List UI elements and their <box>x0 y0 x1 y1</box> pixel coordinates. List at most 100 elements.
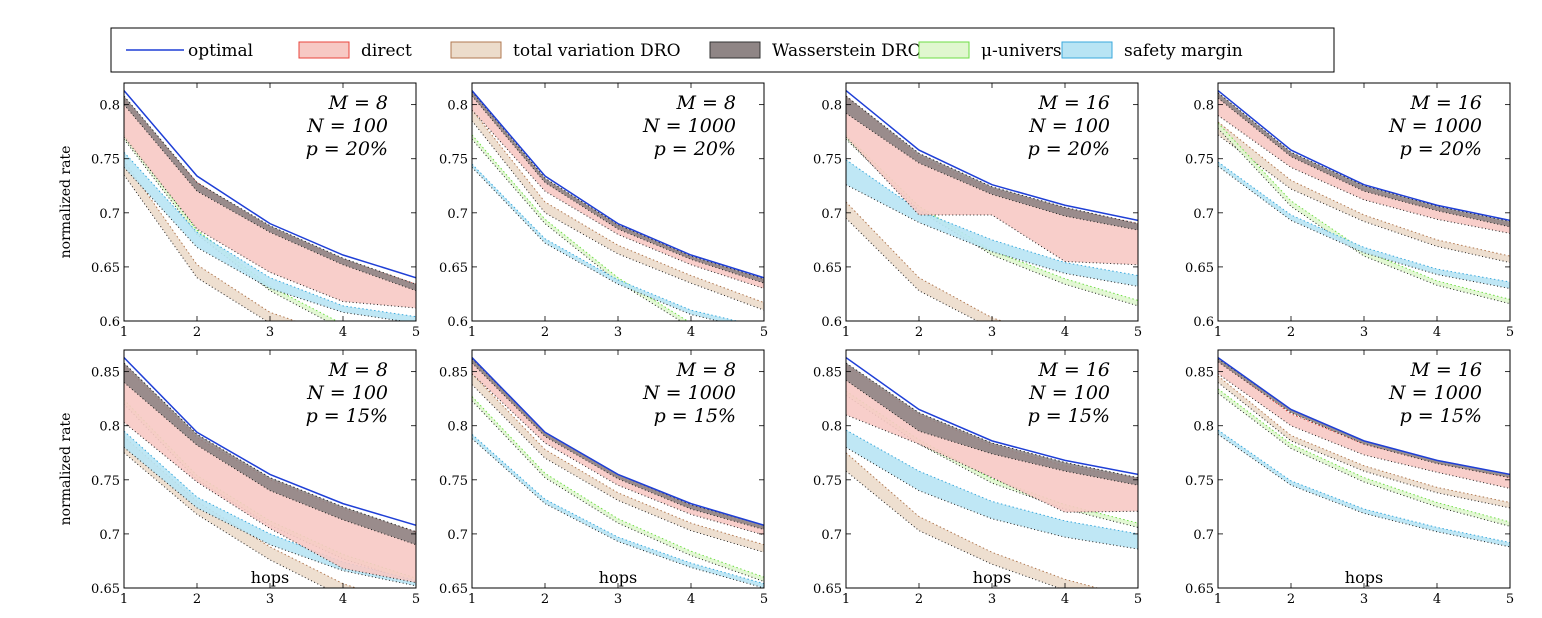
panel-annotation: p = 15% <box>1400 405 1482 427</box>
x-tick-label: 5 <box>1134 592 1142 607</box>
y-tick-label: 0.7 <box>447 207 468 222</box>
x-tick-label: 2 <box>193 592 201 607</box>
panel-annotation: N = 100 <box>306 382 388 404</box>
band-upper-safety-margin <box>124 151 416 318</box>
x-tick-label: 4 <box>339 592 347 607</box>
legend-label-universal: μ-universal <box>981 41 1077 61</box>
y-tick-label: 0.75 <box>1185 474 1214 489</box>
panel-annotation: M = 16 <box>1037 359 1110 381</box>
x-tick-label: 1 <box>468 592 476 607</box>
plot-content <box>1218 89 1510 305</box>
x-tick-label: 4 <box>1433 592 1441 607</box>
y-tick-label: 0.8 <box>821 99 842 114</box>
optimal-line <box>846 356 1138 476</box>
panel-annotation: M = 16 <box>1409 359 1482 381</box>
y-tick-label: 0.65 <box>91 582 120 597</box>
x-tick-label: 1 <box>1214 325 1222 340</box>
legend-swatch-universal <box>918 41 970 59</box>
band-lower-total-variation-dro <box>124 174 268 321</box>
band-upper-total-variation-dro <box>124 160 297 321</box>
x-tick-label: 1 <box>468 325 476 340</box>
panel-annotation: N = 100 <box>1028 382 1110 404</box>
y-tick-label: 0.6 <box>447 315 468 330</box>
y-tick-label: 0.65 <box>91 261 120 276</box>
band-lower-universal <box>846 395 1138 528</box>
x-tick-label: 2 <box>541 592 549 607</box>
band-lower-wasserstein-dro <box>846 379 1138 486</box>
x-tick-label: 3 <box>1360 325 1368 340</box>
x-tick-label: 5 <box>412 325 420 340</box>
y-tick-label: 0.75 <box>91 153 120 168</box>
y-tick-label: 0.8 <box>1193 99 1214 114</box>
y-tick-label: 0.75 <box>1185 153 1214 168</box>
legend-item-total-variation-dro: total variation DRO <box>450 41 681 61</box>
legend-item-safety-margin: safety margin <box>1061 41 1243 61</box>
x-axis-label: hops <box>1345 568 1383 587</box>
plot-content <box>472 90 764 321</box>
x-tick-label: 3 <box>614 592 622 607</box>
x-tick-label: 2 <box>1287 592 1295 607</box>
band-lower-wasserstein-dro <box>124 382 416 546</box>
band-upper-wasserstein-dro <box>124 362 416 533</box>
x-tick-label: 3 <box>988 592 996 607</box>
legend-item-direct: direct <box>298 41 412 61</box>
band-lower-wasserstein-dro <box>472 95 764 284</box>
band-upper-safety-margin <box>846 159 1138 277</box>
y-tick-label: 0.7 <box>99 207 120 222</box>
panel-1: 0.6 0.65 0.7 0.75 0.8 1 2 3 4 5 normalized rate M =… <box>58 82 420 340</box>
legend-item-universal: μ-universal <box>918 41 1077 61</box>
panel-annotation: M = 8 <box>327 92 388 114</box>
band-safety-margin <box>124 152 416 321</box>
y-tick-label: 0.65 <box>813 582 842 597</box>
panel-annotation: N = 1000 <box>642 115 736 137</box>
y-tick-label: 0.7 <box>1193 207 1214 222</box>
y-tick-label: 0.75 <box>91 474 120 489</box>
x-axis-label: hops <box>251 568 289 587</box>
x-tick-label: 2 <box>541 325 549 340</box>
x-tick-label: 3 <box>266 325 274 340</box>
legend-label-safety-margin: safety margin <box>1124 41 1243 61</box>
x-tick-label: 5 <box>412 592 420 607</box>
plot-content <box>124 357 416 588</box>
x-tick-label: 2 <box>915 325 923 340</box>
optimal-line <box>1218 356 1510 476</box>
y-tick-label: 0.75 <box>813 474 842 489</box>
y-tick-label: 0.7 <box>1193 528 1214 543</box>
legend-label-direct: direct <box>361 41 412 61</box>
band-upper-wasserstein-dro <box>472 91 764 280</box>
legend-label-total-variation-dro: total variation DRO <box>513 41 681 61</box>
band-lower-safety-margin <box>472 167 721 321</box>
legend-item-wasserstein-dro: Wasserstein DRO <box>709 41 922 61</box>
panel-8: 0.65 0.7 0.75 0.8 0.85 1 2 3 4 5 hops M = 16N = 100… <box>1185 349 1514 607</box>
x-tick-label: 4 <box>1061 592 1069 607</box>
band-lower-direct <box>1218 115 1510 234</box>
panel-annotation: p = 20% <box>306 138 388 160</box>
y-tick-label: 0.7 <box>821 207 842 222</box>
panel-annotation: N = 100 <box>306 115 388 137</box>
band-lower-wasserstein-dro <box>1218 361 1510 479</box>
x-tick-label: 5 <box>1134 325 1142 340</box>
legend-label-optimal: optimal <box>188 41 253 61</box>
band-wasserstein-dro <box>124 362 416 545</box>
x-tick-label: 3 <box>614 325 622 340</box>
panel-annotation: N = 100 <box>1028 115 1110 137</box>
legend-swatch-safety-margin <box>1061 41 1113 59</box>
legend: optimal direct total variation DRO Wasserst… <box>110 27 1335 73</box>
x-tick-label: 4 <box>687 325 695 340</box>
y-tick-label: 0.6 <box>99 315 120 330</box>
x-tick-label: 2 <box>915 592 923 607</box>
band-upper-universal <box>472 134 689 321</box>
y-tick-label: 0.65 <box>813 261 842 276</box>
x-tick-label: 1 <box>842 592 850 607</box>
band-lower-total-variation-dro <box>1218 382 1510 509</box>
y-tick-label: 0.75 <box>439 153 468 168</box>
y-tick-label: 0.6 <box>821 315 842 330</box>
optimal-line <box>124 357 416 526</box>
x-tick-label: 1 <box>1214 592 1222 607</box>
y-tick-label: 0.65 <box>1185 261 1214 276</box>
plot-content <box>1218 356 1510 548</box>
